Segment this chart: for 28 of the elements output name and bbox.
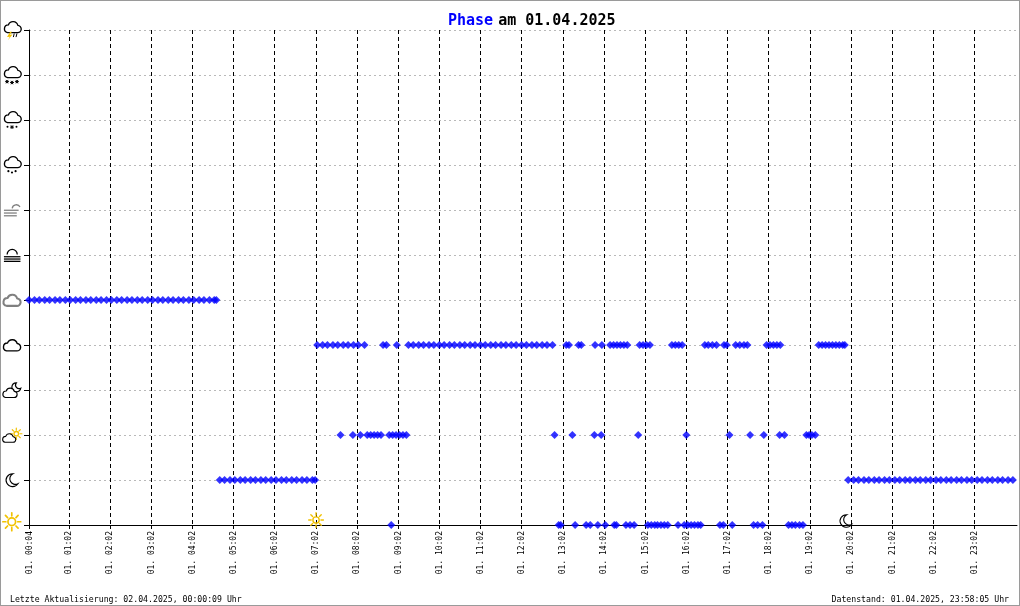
x-tick-label: 01. 07:02 <box>311 530 321 575</box>
x-tick-label: 01. 01:02 <box>64 530 74 575</box>
x-tick-label: 01. 18:02 <box>764 530 774 575</box>
x-tick-label: 01. 10:02 <box>434 530 444 575</box>
x-tick-label: 01. 15:02 <box>640 530 650 575</box>
x-tick-label: 01. 16:02 <box>681 530 691 575</box>
x-tick-label: 01. 06:02 <box>270 530 280 575</box>
x-tick-label: 01. 09:02 <box>393 530 403 575</box>
text: Datenstand: 01.04.2025, 23:58:05 Uhr <box>831 594 1010 604</box>
x-tick-label: 01. 00:04 <box>24 530 34 575</box>
x-tick-label: 01. 20:02 <box>846 530 856 575</box>
x-tick-label: 01. 17:02 <box>722 530 732 575</box>
x-tick-label: 01. 22:02 <box>928 530 938 575</box>
x-tick-label: 01. 08:02 <box>352 530 362 575</box>
x-tick-label: 01. 04:02 <box>187 530 197 575</box>
chart-title: am 01.04.2025 <box>498 11 616 29</box>
x-tick-label: 01. 21:02 <box>887 530 897 575</box>
x-tick-label: 01. 11:02 <box>475 530 485 575</box>
x-tick-label: 01. 05:02 <box>228 530 238 575</box>
x-tick-label: 01. 03:02 <box>146 530 156 575</box>
x-tick-label: 01. 14:02 <box>599 530 609 575</box>
x-tick-label: 01. 13:02 <box>558 530 568 575</box>
text: Letzte Aktualisierung: 02.04.2025, 00:00:09 Uhr <box>10 594 242 604</box>
x-tick-label: 01. 02:02 <box>105 530 115 575</box>
x-tick-label: 01. 12:02 <box>517 530 527 575</box>
x-tick-label: 01. 23:02 <box>969 530 979 575</box>
x-tick-label: 01. 19:02 <box>805 530 815 575</box>
text: Phase <box>448 11 494 29</box>
